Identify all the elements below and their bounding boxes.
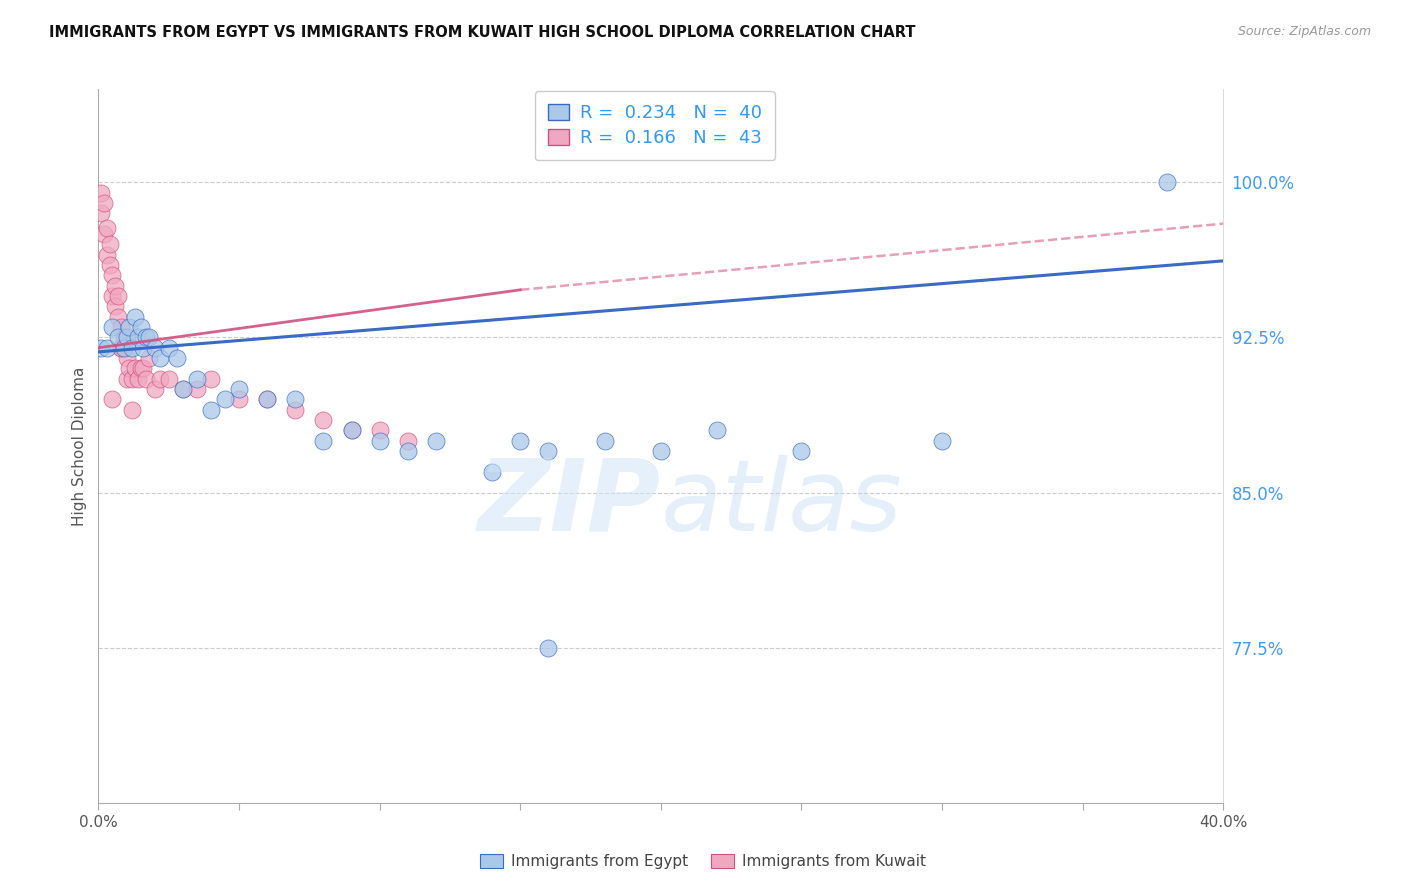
Point <box>129 361 152 376</box>
Point <box>256 392 278 407</box>
Point <box>200 372 222 386</box>
Point <box>115 372 138 386</box>
Point <box>127 330 149 344</box>
Point <box>706 424 728 438</box>
Point <box>107 289 129 303</box>
Point <box>121 341 143 355</box>
Point <box>104 278 127 293</box>
Point <box>228 382 250 396</box>
Point <box>1156 175 1178 189</box>
Point <box>214 392 236 407</box>
Text: atlas: atlas <box>661 455 903 551</box>
Point <box>593 434 616 448</box>
Point <box>396 434 419 448</box>
Point <box>256 392 278 407</box>
Point <box>650 444 672 458</box>
Point <box>118 361 141 376</box>
Point <box>98 258 121 272</box>
Point <box>124 310 146 324</box>
Point <box>138 330 160 344</box>
Point <box>149 351 172 365</box>
Point <box>90 186 112 200</box>
Point <box>790 444 813 458</box>
Point <box>127 372 149 386</box>
Point <box>121 372 143 386</box>
Y-axis label: High School Diploma: High School Diploma <box>72 367 87 525</box>
Point <box>107 310 129 324</box>
Point <box>228 392 250 407</box>
Point <box>200 402 222 417</box>
Point <box>121 402 143 417</box>
Point <box>481 465 503 479</box>
Point <box>115 351 138 365</box>
Point <box>90 206 112 220</box>
Point <box>149 372 172 386</box>
Point <box>110 320 132 334</box>
Point <box>186 372 208 386</box>
Point <box>93 227 115 241</box>
Point <box>101 392 124 407</box>
Point <box>138 351 160 365</box>
Point <box>340 424 363 438</box>
Point <box>172 382 194 396</box>
Point <box>129 320 152 334</box>
Point <box>90 341 112 355</box>
Text: ZIP: ZIP <box>478 455 661 551</box>
Point <box>124 361 146 376</box>
Point <box>186 382 208 396</box>
Point <box>284 402 307 417</box>
Point <box>537 444 560 458</box>
Point <box>312 434 335 448</box>
Point <box>537 640 560 655</box>
Legend: R =  0.234   N =  40, R =  0.166   N =  43: R = 0.234 N = 40, R = 0.166 N = 43 <box>534 91 775 161</box>
Point <box>135 372 157 386</box>
Point <box>110 341 132 355</box>
Text: IMMIGRANTS FROM EGYPT VS IMMIGRANTS FROM KUWAIT HIGH SCHOOL DIPLOMA CORRELATION : IMMIGRANTS FROM EGYPT VS IMMIGRANTS FROM… <box>49 25 915 40</box>
Point <box>132 361 155 376</box>
Point <box>368 434 391 448</box>
Point <box>157 341 180 355</box>
Point <box>143 341 166 355</box>
Point <box>157 372 180 386</box>
Point <box>509 434 531 448</box>
Point <box>93 196 115 211</box>
Point <box>101 289 124 303</box>
Point <box>135 330 157 344</box>
Point <box>115 330 138 344</box>
Point <box>110 341 132 355</box>
Point <box>112 330 135 344</box>
Point <box>101 320 124 334</box>
Point <box>107 330 129 344</box>
Point <box>143 382 166 396</box>
Point <box>132 341 155 355</box>
Point <box>312 413 335 427</box>
Point <box>425 434 447 448</box>
Point <box>340 424 363 438</box>
Point <box>284 392 307 407</box>
Point <box>368 424 391 438</box>
Point <box>98 237 121 252</box>
Legend: Immigrants from Egypt, Immigrants from Kuwait: Immigrants from Egypt, Immigrants from K… <box>474 848 932 875</box>
Point <box>101 268 124 283</box>
Point <box>166 351 188 365</box>
Point <box>96 220 118 235</box>
Point <box>104 299 127 313</box>
Point <box>931 434 953 448</box>
Point <box>96 248 118 262</box>
Point <box>396 444 419 458</box>
Point <box>112 341 135 355</box>
Point <box>118 320 141 334</box>
Point <box>172 382 194 396</box>
Point <box>96 341 118 355</box>
Text: Source: ZipAtlas.com: Source: ZipAtlas.com <box>1237 25 1371 38</box>
